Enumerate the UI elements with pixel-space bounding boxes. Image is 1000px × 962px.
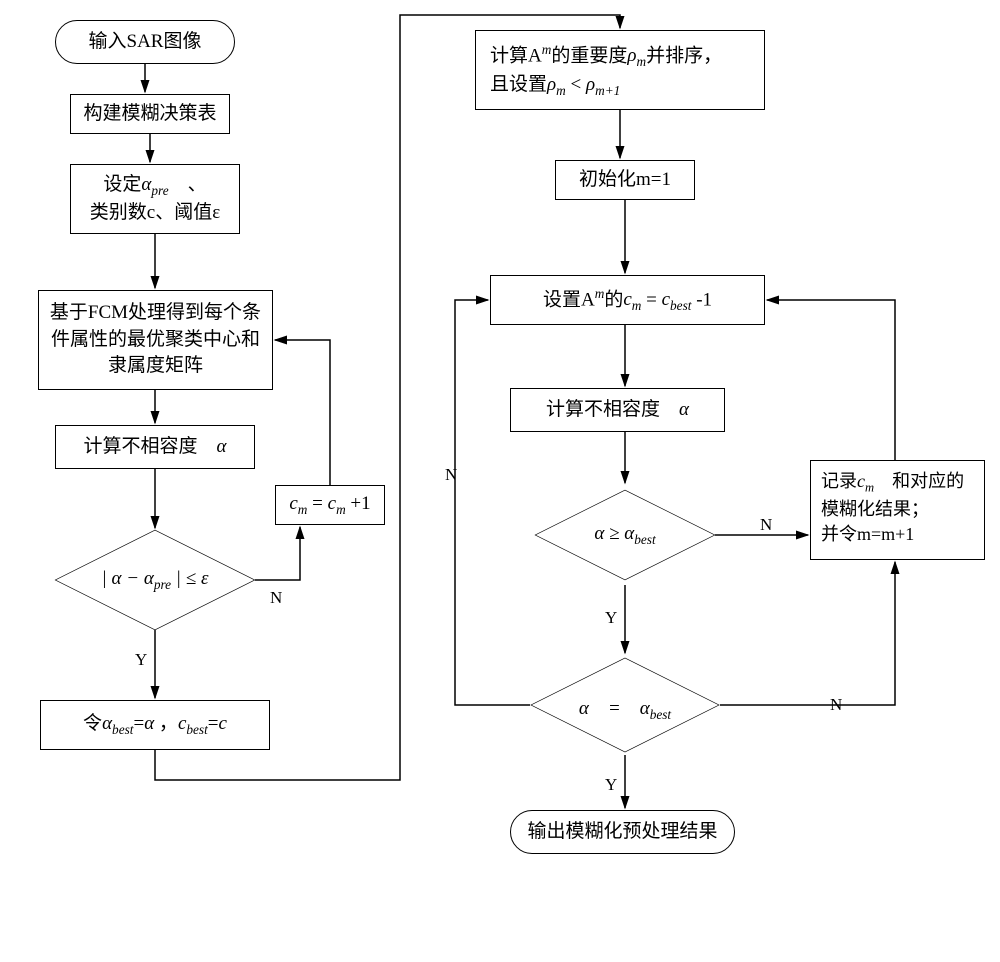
- label: 计算Am的重要度ρm并排序，且设置ρm < ρm+1: [490, 41, 722, 100]
- rect-fcm-process: 基于FCM处理得到每个条件属性的最优聚类中心和隶属度矩阵: [38, 290, 273, 390]
- label: | α − αpre | ≤ ε: [55, 568, 255, 593]
- label-n6-yes: Y: [135, 650, 147, 670]
- rect-init-m: 初始化m=1: [555, 160, 695, 200]
- rect-set-cm-best-minus: 设置Am的cm = cbest -1: [490, 275, 765, 325]
- rect-compute-importance: 计算Am的重要度ρm并排序，且设置ρm < ρm+1: [475, 30, 765, 110]
- diamond-alpha-eq-best: α = αbest: [530, 655, 720, 755]
- label: 令αbest=α ，cbest=c: [83, 711, 227, 739]
- diamond-alpha-ge-best: α ≥ αbest: [535, 485, 715, 585]
- label: 基于FCM处理得到每个条件属性的最优聚类中心和隶属度矩阵: [47, 300, 264, 380]
- label-n15-yes: Y: [605, 775, 617, 795]
- label-n6-no: N: [270, 588, 282, 608]
- label: 计算不相容度 α: [546, 397, 689, 424]
- label: 输入SAR图像: [89, 29, 202, 56]
- label-n15-no-side: N: [445, 465, 457, 485]
- rect-record-cm: 记录cm 和对应的模糊化结果；并令m=m+1: [810, 460, 985, 560]
- label-n13-no: N: [760, 515, 772, 535]
- label: α ≥ αbest: [535, 523, 715, 548]
- label: 记录cm 和对应的模糊化结果；并令m=m+1: [821, 469, 964, 548]
- label-n13-yes: Y: [605, 608, 617, 628]
- label: 构建模糊决策表: [83, 101, 216, 128]
- rect-set-best: 令αbest=α ，cbest=c: [40, 700, 270, 750]
- label: α = αbest: [530, 693, 720, 723]
- label: 设定αpre 、类别数c、阈值ε: [90, 172, 220, 227]
- terminal-input-sar: 输入SAR图像: [55, 20, 235, 64]
- rect-calc-alpha-left: 计算不相容度 α: [55, 425, 255, 469]
- rect-cm-plus-1: cm = cm +1: [275, 485, 385, 525]
- rect-set-params: 设定αpre 、类别数c、阈值ε: [70, 164, 240, 234]
- label: cm = cm +1: [289, 491, 370, 519]
- label: 设置Am的cm = cbest -1: [543, 285, 712, 316]
- label: 初始化m=1: [579, 167, 671, 194]
- rect-calc-alpha-right: 计算不相容度 α: [510, 388, 725, 432]
- label: 输出模糊化预处理结果: [527, 819, 717, 846]
- rect-build-fuzzy-table: 构建模糊决策表: [70, 94, 230, 134]
- label: 计算不相容度 α: [84, 434, 227, 461]
- label-n15-no: N: [830, 695, 842, 715]
- terminal-output: 输出模糊化预处理结果: [510, 810, 735, 854]
- diamond-alpha-diff: | α − αpre | ≤ ε: [55, 530, 255, 630]
